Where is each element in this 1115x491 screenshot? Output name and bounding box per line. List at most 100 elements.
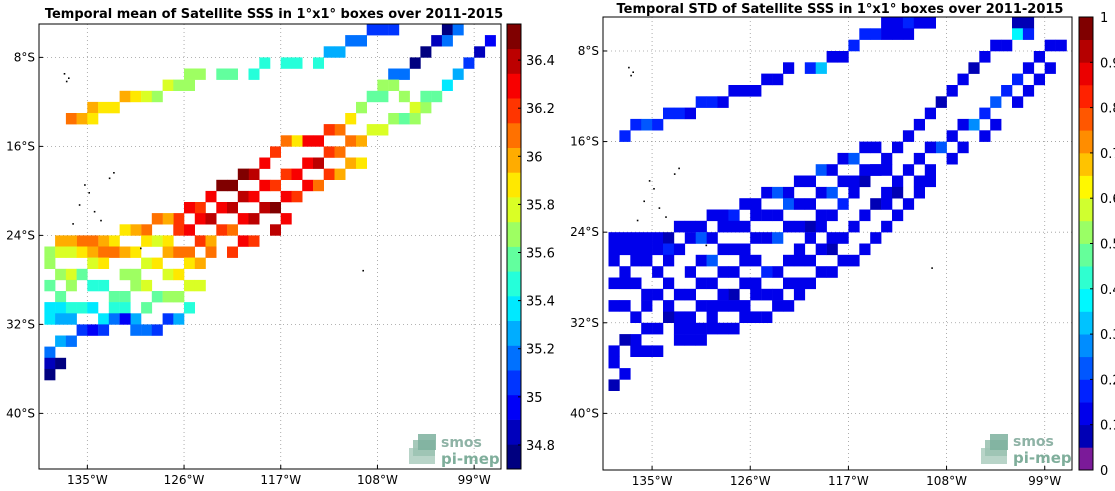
y-tick-label: 32°S bbox=[570, 316, 599, 330]
heatmap-cell bbox=[859, 209, 871, 222]
heatmap-cell bbox=[270, 224, 281, 236]
colorbar-segment bbox=[507, 197, 521, 223]
colorbar-segment bbox=[1079, 266, 1093, 290]
heatmap-cell bbox=[619, 300, 631, 312]
heatmap-cell bbox=[652, 243, 664, 256]
heatmap-cell bbox=[184, 246, 195, 258]
heatmap-cell bbox=[184, 68, 195, 80]
heatmap-cell bbox=[673, 107, 686, 120]
heatmap-cell bbox=[750, 198, 762, 210]
heatmap-cell bbox=[684, 311, 696, 323]
heatmap-cell bbox=[717, 209, 729, 222]
heatmap-cell bbox=[630, 334, 642, 346]
heatmap-cell bbox=[173, 224, 185, 236]
heatmap-cell bbox=[881, 152, 893, 165]
heatmap-cell bbox=[684, 232, 696, 244]
heatmap-cell bbox=[420, 90, 432, 103]
heatmap-cell bbox=[706, 322, 718, 335]
heatmap-cell bbox=[619, 334, 631, 346]
colorbar-tick-label: 35.8 bbox=[526, 198, 555, 213]
heatmap-cell bbox=[913, 17, 925, 29]
heatmap-cell bbox=[902, 130, 915, 142]
colorbar-segment bbox=[1079, 152, 1093, 176]
heatmap-cell bbox=[641, 243, 653, 256]
colorbar-tick-label: 0.4 bbox=[1100, 283, 1115, 298]
heatmap-cell bbox=[151, 235, 163, 247]
heatmap-cell bbox=[194, 257, 206, 269]
heatmap-cell bbox=[706, 254, 718, 267]
heatmap-cell bbox=[750, 311, 762, 323]
heatmap-cell bbox=[706, 209, 718, 222]
heatmap-cell bbox=[706, 96, 718, 108]
heatmap-cell bbox=[248, 235, 260, 247]
heatmap-cell bbox=[151, 90, 163, 103]
heatmap-cell bbox=[859, 164, 871, 176]
heatmap-cell bbox=[87, 279, 99, 292]
heatmap-cell bbox=[652, 288, 664, 301]
heatmap-cell bbox=[826, 266, 838, 278]
heatmap-cell bbox=[398, 113, 410, 125]
heatmap-cell bbox=[441, 35, 453, 47]
heatmap-cell bbox=[356, 35, 367, 47]
heatmap-cell bbox=[848, 175, 860, 188]
heatmap-cell bbox=[663, 300, 675, 312]
heatmap-cell bbox=[345, 135, 357, 147]
heatmap-cell bbox=[750, 254, 762, 267]
heatmap-cell bbox=[608, 232, 620, 244]
heatmap-cell bbox=[65, 279, 77, 292]
colorbar-tick-label: 0.8 bbox=[1100, 102, 1115, 117]
heatmap-cell bbox=[717, 220, 729, 233]
heatmap-cell bbox=[804, 198, 816, 210]
heatmap-cell bbox=[345, 35, 357, 47]
heatmap-cell bbox=[1001, 85, 1013, 97]
heatmap-cell bbox=[130, 224, 142, 236]
colorbar-segment bbox=[507, 271, 521, 297]
heatmap-cell bbox=[881, 164, 893, 176]
heatmap-cell bbox=[728, 220, 740, 233]
heatmap-cell bbox=[837, 232, 849, 244]
colorbar-frame bbox=[506, 23, 522, 470]
heatmap-cell bbox=[695, 277, 707, 290]
heatmap-cell bbox=[870, 198, 882, 210]
heatmap-cell bbox=[98, 257, 110, 269]
heatmap-cell bbox=[859, 175, 871, 188]
heatmap-cell bbox=[65, 302, 77, 314]
heatmap-cell bbox=[227, 202, 238, 214]
heatmap-cell bbox=[957, 118, 969, 131]
heatmap-cell bbox=[772, 73, 784, 86]
y-tick-label: 24°S bbox=[6, 228, 35, 242]
heatmap-cell bbox=[968, 62, 980, 74]
heatmap-cell bbox=[270, 146, 281, 158]
colorbar-segment bbox=[1079, 424, 1093, 448]
colorbar-segment bbox=[1079, 288, 1093, 312]
heatmap-cell bbox=[280, 168, 292, 180]
heatmap-cell bbox=[323, 146, 335, 158]
heatmap-cell bbox=[892, 175, 904, 188]
heatmap-cell bbox=[302, 157, 314, 169]
heatmap-cell bbox=[881, 17, 893, 29]
heatmap-cell bbox=[55, 313, 67, 325]
heatmap-cell bbox=[946, 152, 958, 165]
heatmap-cell bbox=[673, 220, 686, 233]
heatmap-cell bbox=[608, 345, 620, 357]
heatmap-cell bbox=[673, 288, 686, 301]
y-tick-label: 40°S bbox=[570, 406, 599, 420]
heatmap-cell bbox=[739, 277, 751, 290]
heatmap-cell bbox=[826, 186, 838, 199]
heatmap-cell bbox=[990, 118, 1002, 131]
x-axis-ticks: 135°W 126°W 117°W 108°W 99°W bbox=[67, 465, 491, 487]
heatmap-cell bbox=[98, 235, 110, 247]
land-islands bbox=[628, 66, 933, 269]
heatmap-cell bbox=[108, 313, 120, 325]
colorbar-tick-label: 0 bbox=[1100, 464, 1108, 479]
heatmap-cell bbox=[902, 17, 915, 29]
colorbar-tick-label: 0.5 bbox=[1100, 238, 1115, 253]
heatmap-cell bbox=[356, 135, 367, 147]
heatmap-cell bbox=[826, 243, 838, 256]
island-dot bbox=[658, 207, 661, 209]
smos-pi-mep-logo: smos pi-mep bbox=[981, 434, 1072, 467]
heatmap-cell bbox=[216, 68, 228, 80]
heatmap-cell bbox=[270, 202, 281, 214]
heatmap-cell bbox=[793, 220, 806, 233]
heatmap-cell bbox=[119, 291, 131, 303]
